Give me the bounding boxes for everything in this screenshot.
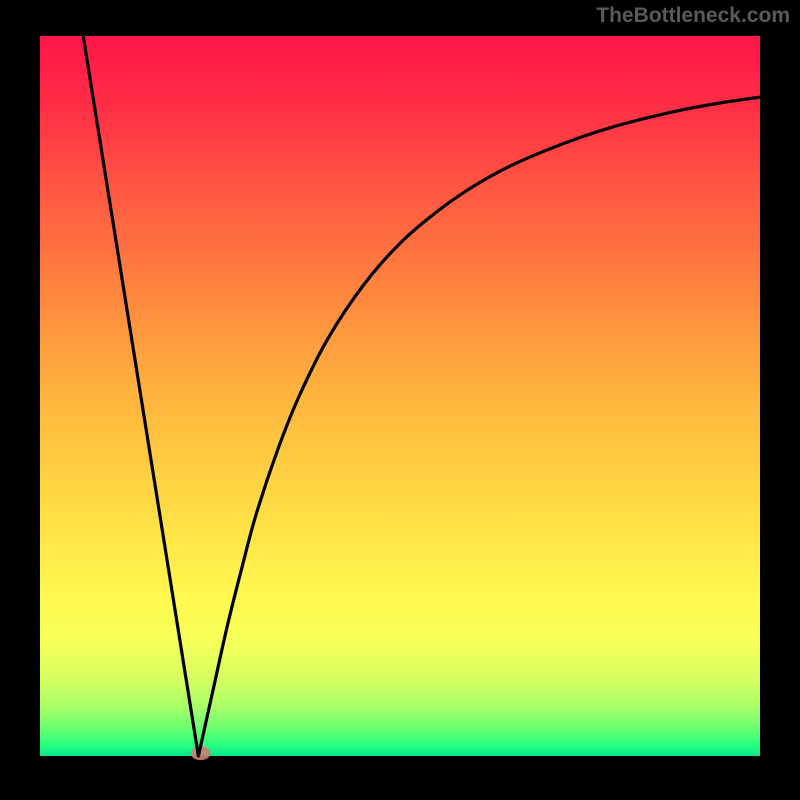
chart-container: TheBottleneck.com bbox=[0, 0, 800, 800]
bottleneck-chart bbox=[0, 0, 800, 800]
gradient-background bbox=[40, 36, 760, 756]
watermark-text: TheBottleneck.com bbox=[596, 4, 790, 28]
